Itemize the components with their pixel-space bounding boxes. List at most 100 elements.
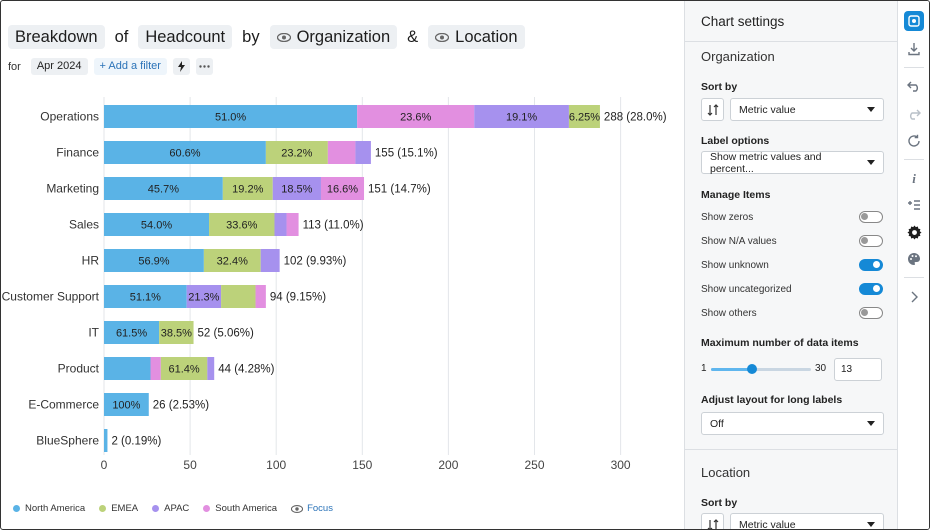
toggle-row-show-unknown: Show unknown xyxy=(701,257,883,273)
slider-thumb[interactable] xyxy=(747,364,757,374)
bar-total-label: 113 (11.0%) xyxy=(303,220,364,232)
metric-breakdown-pill[interactable]: Breakdown xyxy=(8,25,105,49)
location-pill[interactable]: Location xyxy=(428,25,525,49)
bar-segment xyxy=(272,177,321,200)
segment-value-label: 61.5% xyxy=(116,328,147,340)
expand-chevron-icon[interactable] xyxy=(904,287,924,307)
eye-icon xyxy=(291,504,304,513)
eye-icon xyxy=(435,32,450,42)
add-filter-button[interactable]: + Add a filter xyxy=(93,58,167,75)
more-icon[interactable] xyxy=(195,58,213,75)
chart-svg: 0 50 100 150 200 250 300 Operations 51.0% 23.6% 19… xyxy=(2,97,667,472)
max-items-input[interactable]: 13 xyxy=(834,358,882,381)
info-icon[interactable]: i xyxy=(912,171,916,186)
bar-segment xyxy=(320,177,365,200)
lightning-icon[interactable] xyxy=(172,58,190,75)
segment-value-label: 38.5% xyxy=(161,328,192,340)
location-sort-by-value: Metric value xyxy=(739,518,796,530)
bar-total-label: 26 (2.53%) xyxy=(153,400,209,412)
sort-by-select[interactable]: Metric value xyxy=(730,98,884,121)
legend-dot xyxy=(13,505,20,512)
max-items-label: Maximum number of data items xyxy=(701,337,859,349)
of-word: of xyxy=(114,28,129,46)
for-label: for xyxy=(8,60,21,73)
segment-value-label: 16.6% xyxy=(327,184,358,196)
segment-value-label: 56.9% xyxy=(138,256,169,268)
sort-icon xyxy=(707,518,718,529)
legend-dot xyxy=(203,505,211,512)
bar-segment xyxy=(104,357,151,380)
location-sort-direction-button[interactable] xyxy=(701,513,724,529)
category-label: BlueSphere xyxy=(36,434,99,448)
rail-divider xyxy=(904,277,924,278)
query-title: Breakdown of Headcount by Organization &… xyxy=(8,25,525,49)
show-na-toggle[interactable] xyxy=(859,235,883,247)
segment-value-label: 6.25% xyxy=(569,112,600,124)
rail-divider xyxy=(904,67,924,68)
bar-segment xyxy=(327,141,356,164)
toggle-row-show-zeros: Show zeros xyxy=(701,209,883,225)
adjust-layout-select[interactable]: Off xyxy=(701,412,884,435)
focus-label: Focus xyxy=(307,503,333,514)
headcount-label: Headcount xyxy=(145,28,226,46)
bar-segment xyxy=(222,177,273,200)
sort-direction-button[interactable] xyxy=(701,98,724,121)
legend-item-emea[interactable]: EMEA xyxy=(99,503,138,514)
palette-icon[interactable] xyxy=(904,249,924,269)
show-unknown-toggle[interactable] xyxy=(859,259,883,271)
breakdown-label: Breakdown xyxy=(15,28,98,46)
category-label: Sales xyxy=(69,218,99,232)
legend-item-south-america[interactable]: South America xyxy=(203,503,277,514)
category-label: Operations xyxy=(40,110,99,124)
bar-total-label: 2 (0.19%) xyxy=(111,436,161,448)
segment-value-label: 23.2% xyxy=(281,148,312,160)
bar-segment xyxy=(209,213,275,236)
x-tick-label: 100 xyxy=(266,458,286,472)
bar-segment xyxy=(568,105,600,128)
panel-divider xyxy=(685,449,898,450)
sort-by-label: Sort by xyxy=(701,81,738,93)
headcount-pill[interactable]: Headcount xyxy=(138,25,233,49)
legend-item-apac[interactable]: APAC xyxy=(152,503,189,514)
bar-total-label: 155 (15.1%) xyxy=(375,148,438,160)
focus-button[interactable]: Focus xyxy=(291,503,333,514)
show-others-toggle[interactable] xyxy=(859,307,883,319)
caret-down-icon xyxy=(867,160,875,165)
organization-pill[interactable]: Organization xyxy=(269,25,398,49)
bar-segment xyxy=(104,141,266,164)
legend-dot xyxy=(99,505,107,512)
show-uncategorized-toggle[interactable] xyxy=(859,283,883,295)
bar-segment xyxy=(260,249,280,272)
show-zeros-toggle[interactable] xyxy=(859,211,883,223)
chart-settings-icon[interactable] xyxy=(904,11,924,31)
download-icon[interactable] xyxy=(904,39,924,59)
legend-item-north-america[interactable]: North America xyxy=(13,503,85,514)
location-sort-by-label: Sort by xyxy=(701,497,738,509)
toggle-row-show-uncategorized: Show uncategorized xyxy=(701,281,883,297)
undo-icon[interactable] xyxy=(904,76,924,96)
label-options-label: Label options xyxy=(701,135,770,147)
rail-divider xyxy=(904,159,924,160)
bar-segment xyxy=(104,285,187,308)
bar-segment xyxy=(104,429,108,452)
panel-divider xyxy=(685,41,898,42)
date-filter-pill[interactable]: Apr 2024 xyxy=(30,58,88,75)
bar-segment xyxy=(159,321,194,344)
location-sort-by-select[interactable]: Metric value xyxy=(730,513,884,530)
caret-down-icon xyxy=(867,421,875,426)
caret-down-icon xyxy=(867,107,875,112)
x-tick-label: 200 xyxy=(438,458,458,472)
settings-gear-icon[interactable] xyxy=(904,222,924,242)
refresh-icon[interactable] xyxy=(904,131,924,151)
segment-value-label: 60.6% xyxy=(169,148,200,160)
segment-value-label: 23.6% xyxy=(400,112,431,124)
max-items-slider[interactable] xyxy=(711,364,811,374)
category-label: HR xyxy=(82,254,100,268)
segment-value-label: 61.4% xyxy=(168,364,199,376)
redo-icon[interactable] xyxy=(904,104,924,124)
add-list-icon[interactable] xyxy=(904,195,924,215)
label-options-select[interactable]: Show metric values and percent... xyxy=(701,151,884,175)
bar-segment xyxy=(160,357,208,380)
slider-max-label: 30 xyxy=(815,363,827,374)
